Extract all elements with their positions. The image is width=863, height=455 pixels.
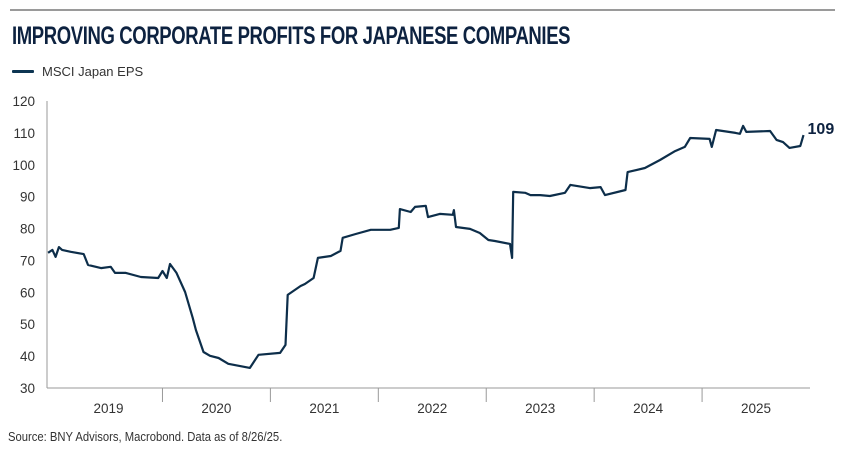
legend-label: MSCI Japan EPS	[42, 64, 144, 79]
y-tick-label: 120	[12, 94, 35, 109]
y-tick-label: 60	[20, 285, 35, 300]
chart-title: IMPROVING CORPORATE PROFITS FOR JAPANESE…	[12, 22, 571, 50]
y-tick-label: 30	[20, 381, 35, 396]
legend-swatch	[12, 70, 34, 73]
series-line-msci-japan-eps	[47, 124, 805, 369]
x-tick-label: 2022	[417, 401, 447, 416]
y-tick-label: 100	[12, 158, 35, 173]
x-tick-label: 2023	[525, 401, 555, 416]
x-tick-label: 2021	[309, 401, 339, 416]
top-divider	[10, 9, 835, 11]
y-tick-label: 80	[20, 222, 35, 237]
x-tick-label: 2020	[201, 401, 231, 416]
x-tick-label: 2024	[633, 401, 664, 416]
y-tick-label: 110	[13, 126, 35, 141]
legend: MSCI Japan EPS	[12, 64, 143, 79]
x-tick-label: 2019	[93, 401, 123, 416]
y-tick-label: 70	[20, 253, 35, 268]
y-tick-label: 90	[20, 190, 35, 205]
x-tick-label: 2025	[741, 401, 771, 416]
y-tick-label: 50	[20, 317, 35, 332]
source-note: Source: BNY Advisors, Macrobond. Data as…	[8, 430, 283, 444]
y-tick-label: 40	[20, 349, 35, 364]
end-value-label: 109	[808, 121, 835, 138]
